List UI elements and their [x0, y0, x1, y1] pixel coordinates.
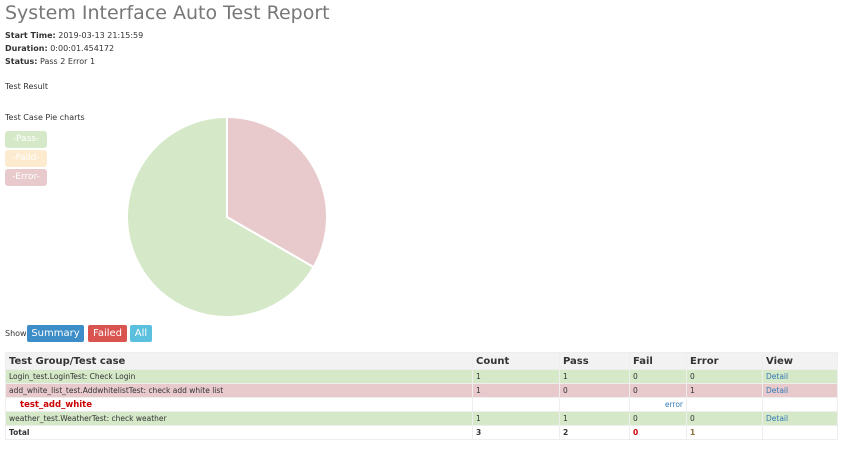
section-heading: Test Result — [5, 82, 49, 91]
table-cell: 3 — [472, 425, 560, 440]
table-cell: error — [629, 397, 687, 412]
table-cell: 0 — [629, 383, 687, 398]
legend-item: -Error- — [5, 169, 47, 186]
attr-label: Status: — [5, 57, 38, 66]
attr: Duration: 0:00:01.454172 — [5, 44, 114, 53]
detail-link — [762, 425, 838, 440]
legend-item: -Faild- — [5, 150, 47, 167]
header-row: Test Group/Test case Count Pass Fail Error Vi… — [5, 352, 838, 370]
table-row: add_white_list_test.AddwhitelistTest: ch… — [5, 383, 838, 398]
table-cell: 1 — [472, 411, 560, 426]
attr-label: Duration: — [5, 44, 48, 53]
attr: Status: Pass 2 Error 1 — [5, 57, 95, 66]
table-cell: Login_test.LoginTest: Check Login — [5, 369, 473, 384]
detail-link — [762, 397, 838, 412]
pie-slice — [126, 115, 315, 318]
table-cell: 0 — [686, 411, 763, 426]
legend-item: -Pass- — [5, 131, 47, 148]
header-cell: Pass — [559, 352, 630, 370]
table-cell — [559, 397, 630, 412]
table-cell: 1 — [686, 425, 763, 440]
detail-link[interactable]: Detail — [762, 369, 838, 384]
detail-link[interactable]: Detail — [762, 383, 838, 398]
pie-chart — [126, 115, 328, 318]
report-title: System Interface Auto Test Report — [5, 2, 330, 24]
table-cell: 0 — [686, 369, 763, 384]
table-cell: 1 — [686, 383, 763, 398]
chart-title: Test Case Pie charts — [5, 113, 85, 122]
table-cell: test_add_white — [5, 397, 473, 412]
header-cell: Count — [472, 352, 560, 370]
table-cell: 1 — [472, 369, 560, 384]
table-cell — [686, 397, 763, 412]
table-cell: 0 — [629, 425, 687, 440]
table-cell: Total — [5, 425, 473, 440]
filter-button[interactable]: All — [130, 325, 152, 342]
attr-value: 0:00:01.454172 — [50, 44, 115, 53]
attr-value: Pass 2 Error 1 — [40, 57, 96, 66]
table-cell: 0 — [629, 369, 687, 384]
filter-label: Show — [5, 329, 27, 338]
table-cell: 0 — [629, 411, 687, 426]
table-row: weather_test.WeatherTest: check weather 1… — [5, 411, 838, 426]
pie-slice — [226, 115, 328, 269]
table-cell: 0 — [559, 383, 630, 398]
table-cell: add_white_list_test.AddwhitelistTest: ch… — [5, 383, 473, 398]
table-row: test_add_white error — [5, 397, 838, 412]
result-table: Test Group/Test case Count Pass Fail Error Vi… — [5, 352, 838, 440]
table-cell: weather_test.WeatherTest: check weather — [5, 411, 473, 426]
table-row: Login_test.LoginTest: Check Login 1 1 0 0 Det… — [5, 369, 838, 384]
table-cell — [472, 397, 560, 412]
table-row: Total 3 2 0 1 — [5, 425, 838, 440]
detail-link[interactable]: Detail — [762, 411, 838, 426]
attr-value: 2019-03-13 21:15:59 — [58, 31, 144, 40]
header-cell: Error — [686, 352, 763, 370]
table-cell: 1 — [559, 411, 630, 426]
table-cell: 1 — [559, 369, 630, 384]
filter-button[interactable]: Summary — [27, 325, 84, 342]
header-cell: Fail — [629, 352, 687, 370]
filter-button[interactable]: Failed — [88, 325, 127, 342]
attr: Start Time: 2019-03-13 21:15:59 — [5, 31, 143, 40]
header-cell: View — [762, 352, 838, 370]
table-cell: 1 — [472, 383, 560, 398]
header-cell: Test Group/Test case — [5, 352, 473, 370]
attr-label: Start Time: — [5, 31, 56, 40]
table-cell: 2 — [559, 425, 630, 440]
